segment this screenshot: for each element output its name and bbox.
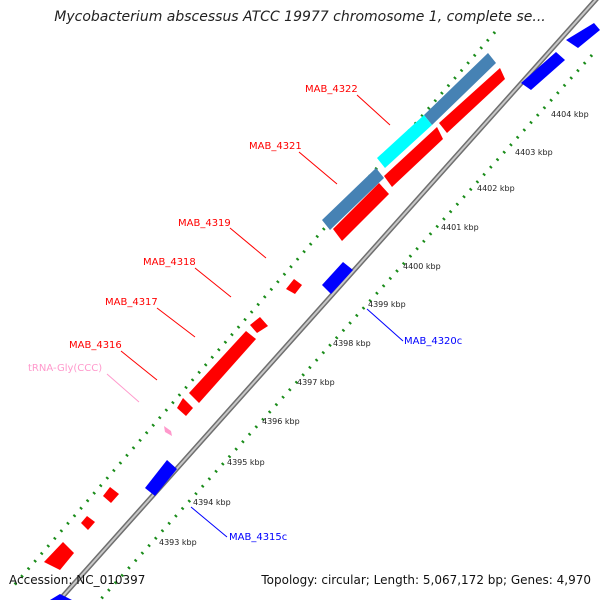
tick-label: 4400 kbp <box>403 262 441 271</box>
inner-dotted-track <box>98 53 594 600</box>
cds-feature-mab4321[interactable] <box>322 168 384 230</box>
leader-line <box>156 307 196 338</box>
cds-feature-track <box>322 53 496 230</box>
leader-line <box>229 227 267 259</box>
gene-arrow-4393[interactable] <box>44 542 74 570</box>
gene-arrow-4394[interactable] <box>81 516 95 530</box>
gene-arrow-4405a[interactable] <box>566 23 600 48</box>
map-title: Mycobacterium abscessus ATCC 19977 chrom… <box>54 9 546 25</box>
gene-arrow-4392[interactable] <box>50 594 72 600</box>
gene-arrow-mab4320c[interactable] <box>322 262 353 294</box>
leader-line <box>356 94 391 126</box>
tick-label: 4401 kbp <box>441 223 479 232</box>
leader-line <box>190 506 228 538</box>
leader-line <box>120 350 158 381</box>
trna-arrow[interactable] <box>164 426 172 436</box>
gene-label[interactable]: MAB_4319 <box>178 218 231 229</box>
tick-label: 4397 kbp <box>297 378 335 387</box>
gene-arrow-4405b[interactable] <box>521 52 565 90</box>
tick-label: 4394 kbp <box>193 498 231 507</box>
tick-label: 4402 kbp <box>477 184 515 193</box>
tick-label: 4399 kbp <box>368 300 406 309</box>
leader-line <box>366 308 404 342</box>
tick-label: 4395 kbp <box>227 458 265 467</box>
tick-label: 4396 kbp <box>262 417 300 426</box>
outer-dotted-track <box>8 31 497 591</box>
gene-arrow-mab4322[interactable] <box>439 68 505 133</box>
gene-arrow-mab4316[interactable] <box>177 398 193 416</box>
gene-label[interactable]: MAB_4317 <box>105 297 158 308</box>
backbone-highlight <box>58 0 597 600</box>
leader-line <box>194 267 232 298</box>
tick-label: 4398 kbp <box>333 339 371 348</box>
gene-label[interactable]: MAB_4321 <box>249 141 302 152</box>
gene-arrow-mab4318[interactable] <box>250 317 268 333</box>
tick-label: 4393 kbp <box>159 538 197 547</box>
reverse-gene-track <box>50 23 600 600</box>
forward-gene-track <box>44 68 505 570</box>
gene-arrow-4395[interactable] <box>103 487 119 503</box>
gene-label[interactable]: tRNA-Gly(CCC) <box>28 363 102 374</box>
gene-arrow-mab4315c[interactable] <box>145 460 177 496</box>
tick-label: 4403 kbp <box>515 148 553 157</box>
gene-arrow-mab4321[interactable] <box>384 127 443 187</box>
gene-label[interactable]: MAB_4322 <box>305 84 358 95</box>
tick-labels: 4393 kbp 4394 kbp 4395 kbp 4396 kbp 4397 kbp… <box>159 110 589 547</box>
gene-label[interactable]: MAB_4320c <box>404 336 462 347</box>
gene-label[interactable]: MAB_4315c <box>229 532 287 543</box>
accession-text: Accession: NC_010397 <box>9 573 146 587</box>
gene-arrow-mab4321b[interactable] <box>333 183 389 241</box>
tick-label: 4404 kbp <box>551 110 589 119</box>
leader-line <box>106 373 140 403</box>
leader-line <box>298 151 338 185</box>
gene-label[interactable]: MAB_4316 <box>69 340 122 351</box>
summary-text: Topology: circular; Length: 5,067,172 bp… <box>261 573 591 587</box>
gene-label[interactable]: MAB_4318 <box>143 257 196 268</box>
cds-feature-mab4322[interactable] <box>424 53 496 125</box>
highlight-feature-mab4322[interactable] <box>377 115 432 168</box>
gene-labels: MAB_4322 MAB_4321 MAB_4319 MAB_4318 MAB_4317… <box>28 84 462 543</box>
gene-arrow-mab4317[interactable] <box>189 331 256 403</box>
gene-arrow-mab4319[interactable] <box>286 279 302 294</box>
